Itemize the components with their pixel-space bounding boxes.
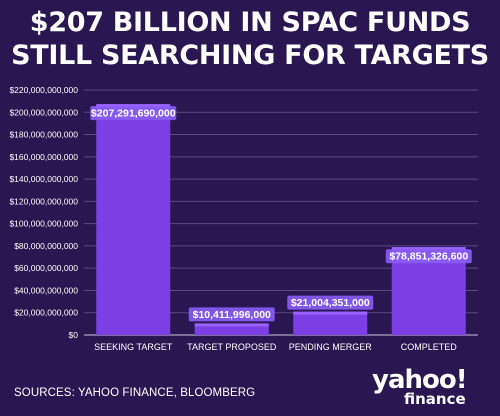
data-label: $207,291,690,000 [91, 108, 176, 120]
y-tick-label: $140,000,000,000 [9, 174, 78, 184]
bar [293, 311, 368, 335]
bar-top-highlight [96, 104, 171, 108]
bar-top-highlight [194, 323, 269, 327]
y-tick-label: $220,000,000,000 [9, 85, 78, 95]
chart-title: $207 BILLION IN SPAC FUNDS STILL SEARCHI… [0, 6, 500, 72]
x-category-label: TARGET PROPOSED [187, 342, 277, 352]
y-tick-label: $20,000,000,000 [14, 308, 78, 318]
data-label-background [90, 106, 177, 121]
data-label-background [385, 249, 472, 264]
logo-subtext: finance [404, 390, 466, 408]
yahoo-finance-logo: yahoo! finance [372, 366, 492, 410]
source-note: SOURCES: YAHOO FINANCE, BLOOMBERG [14, 387, 256, 399]
y-tick-label: $100,000,000,000 [9, 219, 78, 229]
bar [96, 104, 171, 335]
data-label: $10,411,996,000 [193, 309, 271, 321]
data-label: $21,004,351,000 [291, 297, 370, 309]
x-category-label: PENDING MERGER [289, 342, 373, 352]
bar-top-highlight [293, 311, 368, 315]
y-tick-label: $80,000,000,000 [14, 241, 78, 251]
title-line-1: $207 BILLION IN SPAC FUNDS [29, 7, 471, 38]
data-label-background [287, 295, 374, 310]
x-category-label: SEEKING TARGET [94, 342, 173, 352]
bar [194, 323, 269, 335]
logo-wordmark: yahoo! [372, 365, 468, 395]
data-label: $78,851,326,600 [389, 251, 468, 263]
x-category-label: COMPLETED [401, 342, 458, 352]
y-tick-label: $180,000,000,000 [9, 130, 78, 140]
y-tick-label: $40,000,000,000 [14, 285, 78, 295]
y-tick-label: $160,000,000,000 [9, 152, 78, 162]
y-tick-label: $60,000,000,000 [14, 263, 78, 273]
data-label-background [188, 307, 275, 322]
bar-top-highlight [391, 247, 466, 251]
y-tick-label: $0 [69, 330, 79, 340]
y-tick-label: $200,000,000,000 [9, 107, 78, 117]
y-tick-label: $120,000,000,000 [9, 196, 78, 206]
title-line-2: STILL SEARCHING FOR TARGETS [11, 40, 489, 71]
